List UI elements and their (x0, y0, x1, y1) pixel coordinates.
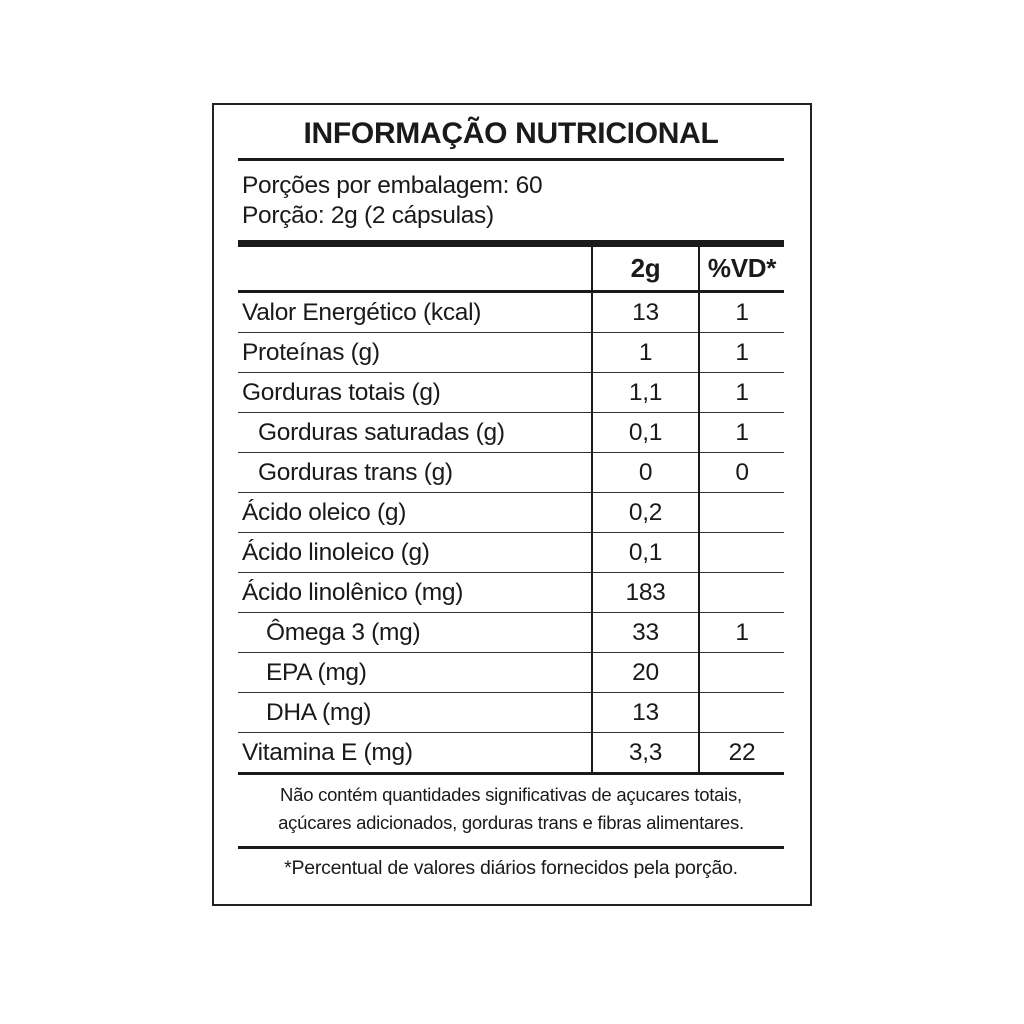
table-row: Valor Energético (kcal) 13 1 (238, 291, 784, 333)
daily-value-percent: 1 (698, 291, 784, 333)
note-line-1: Não contém quantidades significativas de… (280, 784, 742, 805)
nutrient-name: Gorduras saturadas (g) (238, 412, 592, 453)
label-title: INFORMAÇÃO NUTRICIONAL (303, 117, 719, 150)
footnote-divider (238, 846, 784, 849)
title-divider (238, 158, 784, 161)
footnote: *Percentual de valores diários fornecido… (284, 857, 738, 879)
servings-per-package: Porções por embalagem: 60 (242, 172, 543, 199)
daily-value-percent: 1 (698, 332, 784, 373)
table-row: Gorduras totais (g) 1,1 1 (238, 372, 784, 413)
nutrient-name: Ácido linoleico (g) (238, 532, 592, 573)
daily-value-percent: 0 (698, 452, 784, 493)
daily-value-percent: 1 (698, 612, 784, 653)
amount-per-serving: 1,1 (591, 372, 699, 413)
amount-per-serving: 13 (591, 692, 699, 733)
note-line-2: açúcares adicionados, gorduras trans e f… (278, 812, 744, 833)
nutrient-name: DHA (mg) (238, 692, 592, 733)
table-header-row: 2g %VD* (238, 247, 784, 293)
daily-value-percent: 1 (698, 412, 784, 453)
header-blank (238, 247, 592, 293)
nutrition-label-frame (212, 103, 812, 906)
nutrient-name: Vitamina E (mg) (238, 732, 592, 775)
thick-divider (238, 240, 784, 247)
table-row: Gorduras trans (g) 0 0 (238, 452, 784, 493)
daily-value-percent: 22 (698, 732, 784, 775)
nutrient-name: Proteínas (g) (238, 332, 592, 373)
daily-value-percent (698, 572, 784, 613)
nutrient-name: Gorduras trans (g) (238, 452, 592, 493)
amount-per-serving: 0 (591, 452, 699, 493)
amount-per-serving: 183 (591, 572, 699, 613)
amount-per-serving: 1 (591, 332, 699, 373)
nutrient-name: Valor Energético (kcal) (238, 291, 592, 333)
amount-per-serving: 13 (591, 291, 699, 333)
table-row: Gorduras saturadas (g) 0,1 1 (238, 412, 784, 453)
header-daily-value: %VD* (698, 247, 784, 293)
amount-per-serving: 0,1 (591, 532, 699, 573)
daily-value-percent (698, 532, 784, 573)
nutrition-table: 2g %VD* Valor Energético (kcal) 13 1 Proteí… (238, 247, 784, 775)
nutrient-name: Ômega 3 (mg) (238, 612, 592, 653)
table-row: DHA (mg) 13 (238, 692, 784, 733)
nutrient-name: Ácido linolênico (mg) (238, 572, 592, 613)
nutrient-name: EPA (mg) (238, 652, 592, 693)
table-row: EPA (mg) 20 (238, 652, 784, 693)
daily-value-percent: 1 (698, 372, 784, 413)
table-row: Ácido linolênico (mg) 183 (238, 572, 784, 613)
table-row: Proteínas (g) 1 1 (238, 332, 784, 373)
header-amount: 2g (591, 247, 699, 293)
amount-per-serving: 20 (591, 652, 699, 693)
table-row: Ácido oleico (g) 0,2 (238, 492, 784, 533)
serving-size: Porção: 2g (2 cápsulas) (242, 202, 494, 229)
daily-value-percent (698, 492, 784, 533)
nutrient-name: Ácido oleico (g) (238, 492, 592, 533)
daily-value-percent (698, 652, 784, 693)
table-row: Vitamina E (mg) 3,3 22 (238, 732, 784, 775)
daily-value-percent (698, 692, 784, 733)
amount-per-serving: 0,2 (591, 492, 699, 533)
nutrient-name: Gorduras totais (g) (238, 372, 592, 413)
amount-per-serving: 33 (591, 612, 699, 653)
amount-per-serving: 0,1 (591, 412, 699, 453)
table-row: Ácido linoleico (g) 0,1 (238, 532, 784, 573)
table-row: Ômega 3 (mg) 33 1 (238, 612, 784, 653)
amount-per-serving: 3,3 (591, 732, 699, 775)
